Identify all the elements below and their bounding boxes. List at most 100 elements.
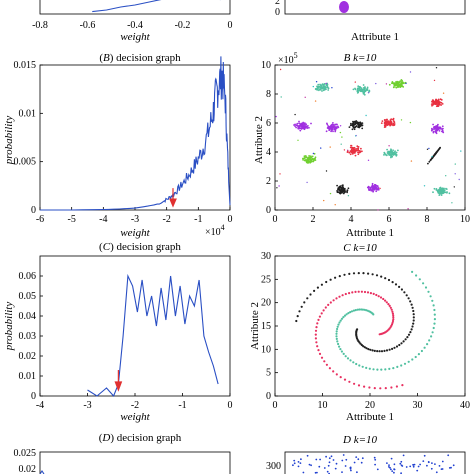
panel-c-spiral-point xyxy=(409,300,412,303)
panel-b-cluster-point xyxy=(435,98,437,101)
panel-c-spiral-point xyxy=(404,338,407,341)
panel-c-spiral-point xyxy=(384,299,387,302)
panel-b-threshold-arrow xyxy=(169,188,177,208)
panel-b-cluster-point xyxy=(339,185,342,188)
panel-b-cluster-point xyxy=(372,190,374,193)
panel-b-cluster-point xyxy=(387,153,390,155)
panel-c-spiral-point xyxy=(362,272,365,275)
panel-c-spiral-point xyxy=(383,349,386,352)
panel-b-x-scale: ×104 xyxy=(205,223,225,238)
panel-c-spiral-point xyxy=(328,367,331,370)
panel-c-spiral-point xyxy=(371,273,374,276)
panel-b-cluster-point xyxy=(375,186,377,189)
panel-c-spiral-point xyxy=(431,299,434,302)
panel-d-cluster-point xyxy=(353,461,356,464)
panel-c-spiral-point xyxy=(314,329,318,332)
panel-b-noise-point xyxy=(354,81,356,83)
panel-b-cluster-point xyxy=(436,150,439,153)
panel-b-cluster-point xyxy=(445,187,447,190)
panel-d-cluster-point xyxy=(323,467,326,469)
panel-c-spiral-point xyxy=(398,285,401,288)
panel-b-noise-point xyxy=(410,160,413,162)
panel-b-cluster-point xyxy=(326,123,329,126)
panel-c-spiral-point xyxy=(352,361,355,364)
panel-b-cluster-point xyxy=(371,184,374,187)
panel-d-cluster-point xyxy=(292,464,294,467)
panel-c-spiral-point xyxy=(357,290,360,293)
panel-b-cluster-point xyxy=(437,148,440,151)
panel-c-spiral-point xyxy=(323,360,326,363)
panel-b-cluster-caption: B k=10 xyxy=(344,52,377,64)
panel-b-cluster-point xyxy=(339,189,341,192)
panel-b-cluster-point xyxy=(395,154,398,157)
panel-b-noise-point xyxy=(331,87,333,89)
panel-b-cluster-point xyxy=(359,89,362,92)
panel-d-cluster-frame xyxy=(284,451,466,474)
panel-b-noise-point xyxy=(454,173,456,175)
panel-c-spiral-point xyxy=(433,318,436,321)
panel-d-cluster-point xyxy=(349,466,352,469)
panel-b-cluster-point xyxy=(435,188,438,190)
panel-c-spiral-point xyxy=(295,319,298,323)
panel-b-cluster-point xyxy=(321,90,323,92)
panel-b-noise-point xyxy=(451,202,453,204)
panel-c-spiral-point xyxy=(335,337,338,340)
panel-c-spiral-point xyxy=(320,312,323,315)
panel-c-cluster-xtick-label: 10 xyxy=(318,400,328,411)
panel-b-cluster-point xyxy=(364,86,366,88)
panel-c-spiral-point xyxy=(317,318,320,321)
panel-b-cluster-point xyxy=(392,82,395,85)
panel-b-noise-point xyxy=(442,92,445,94)
panel-c-spiral-point xyxy=(343,378,347,381)
panel-b-cluster-point xyxy=(305,125,308,128)
panel-c-spiral-point xyxy=(314,333,317,336)
panel-c-ytick-label: 0.05 xyxy=(19,291,37,302)
panel-b-cluster-point xyxy=(353,120,356,123)
panel-b-cluster-point xyxy=(398,81,401,84)
panel-d-cluster-point xyxy=(422,460,425,462)
panel-c-spiral-point xyxy=(324,306,327,309)
panel-b-cluster-point xyxy=(383,123,386,125)
panel-b-cluster-xtick-label: 8 xyxy=(425,214,430,225)
panel-c-spiral-point xyxy=(340,317,344,320)
panel-b-cluster-point xyxy=(293,124,295,126)
panel-c-spiral-point xyxy=(335,330,338,333)
panel-b-cluster-point xyxy=(325,130,328,133)
panel-d-cluster-point xyxy=(373,456,376,459)
panel-b-cluster-point xyxy=(442,127,444,130)
panel-b-noise-point xyxy=(405,82,407,85)
panel-a-xtick-label: -0.2 xyxy=(175,20,191,31)
panel-c-spiral-point xyxy=(365,347,368,350)
panel-c-spiral-point xyxy=(431,331,434,334)
panel-c-spiral-point xyxy=(348,292,351,295)
panel-c-cluster-xlabel: Attribute 1 xyxy=(346,411,394,423)
panel-c-spiral-point xyxy=(335,297,338,300)
panel-b-noise-point xyxy=(375,82,377,85)
panel-b-cluster-point xyxy=(384,153,387,156)
panel-b-noise-point xyxy=(433,79,436,82)
panel-d-cluster-point xyxy=(447,454,450,457)
panel-b-cluster-point xyxy=(305,156,308,159)
panel-b-cluster-point xyxy=(357,146,360,148)
panel-d-cluster-point xyxy=(417,465,420,468)
panel-c-spiral-point xyxy=(385,301,388,304)
panel-c-ytick-label: 0.02 xyxy=(19,351,37,362)
panel-c-spiral-point xyxy=(360,290,363,293)
panel-b-cluster-xtick-label: 10 xyxy=(460,214,470,225)
panel-b-cluster-point xyxy=(301,126,304,129)
panel-c-spiral-point xyxy=(339,376,342,379)
panel-d-decision-line xyxy=(39,470,45,474)
panel-b-noise-point xyxy=(325,82,327,85)
panel-b-cluster-point xyxy=(308,126,310,129)
panel-c-spiral-point xyxy=(428,339,431,342)
panel-c-spiral-point xyxy=(390,308,393,311)
panel-b-cluster-point xyxy=(386,118,388,121)
panel-c-spiral-point xyxy=(412,322,415,325)
panel-d-cluster-point xyxy=(388,466,390,468)
panel-b-noise-point xyxy=(365,114,367,117)
panel-c-spiral-point xyxy=(303,301,306,304)
panel-b-cluster-point xyxy=(327,89,330,91)
panel-c-spiral-point xyxy=(390,386,393,389)
panel-c-spiral-point xyxy=(409,331,412,334)
panel-c-spiral-point xyxy=(402,340,405,343)
